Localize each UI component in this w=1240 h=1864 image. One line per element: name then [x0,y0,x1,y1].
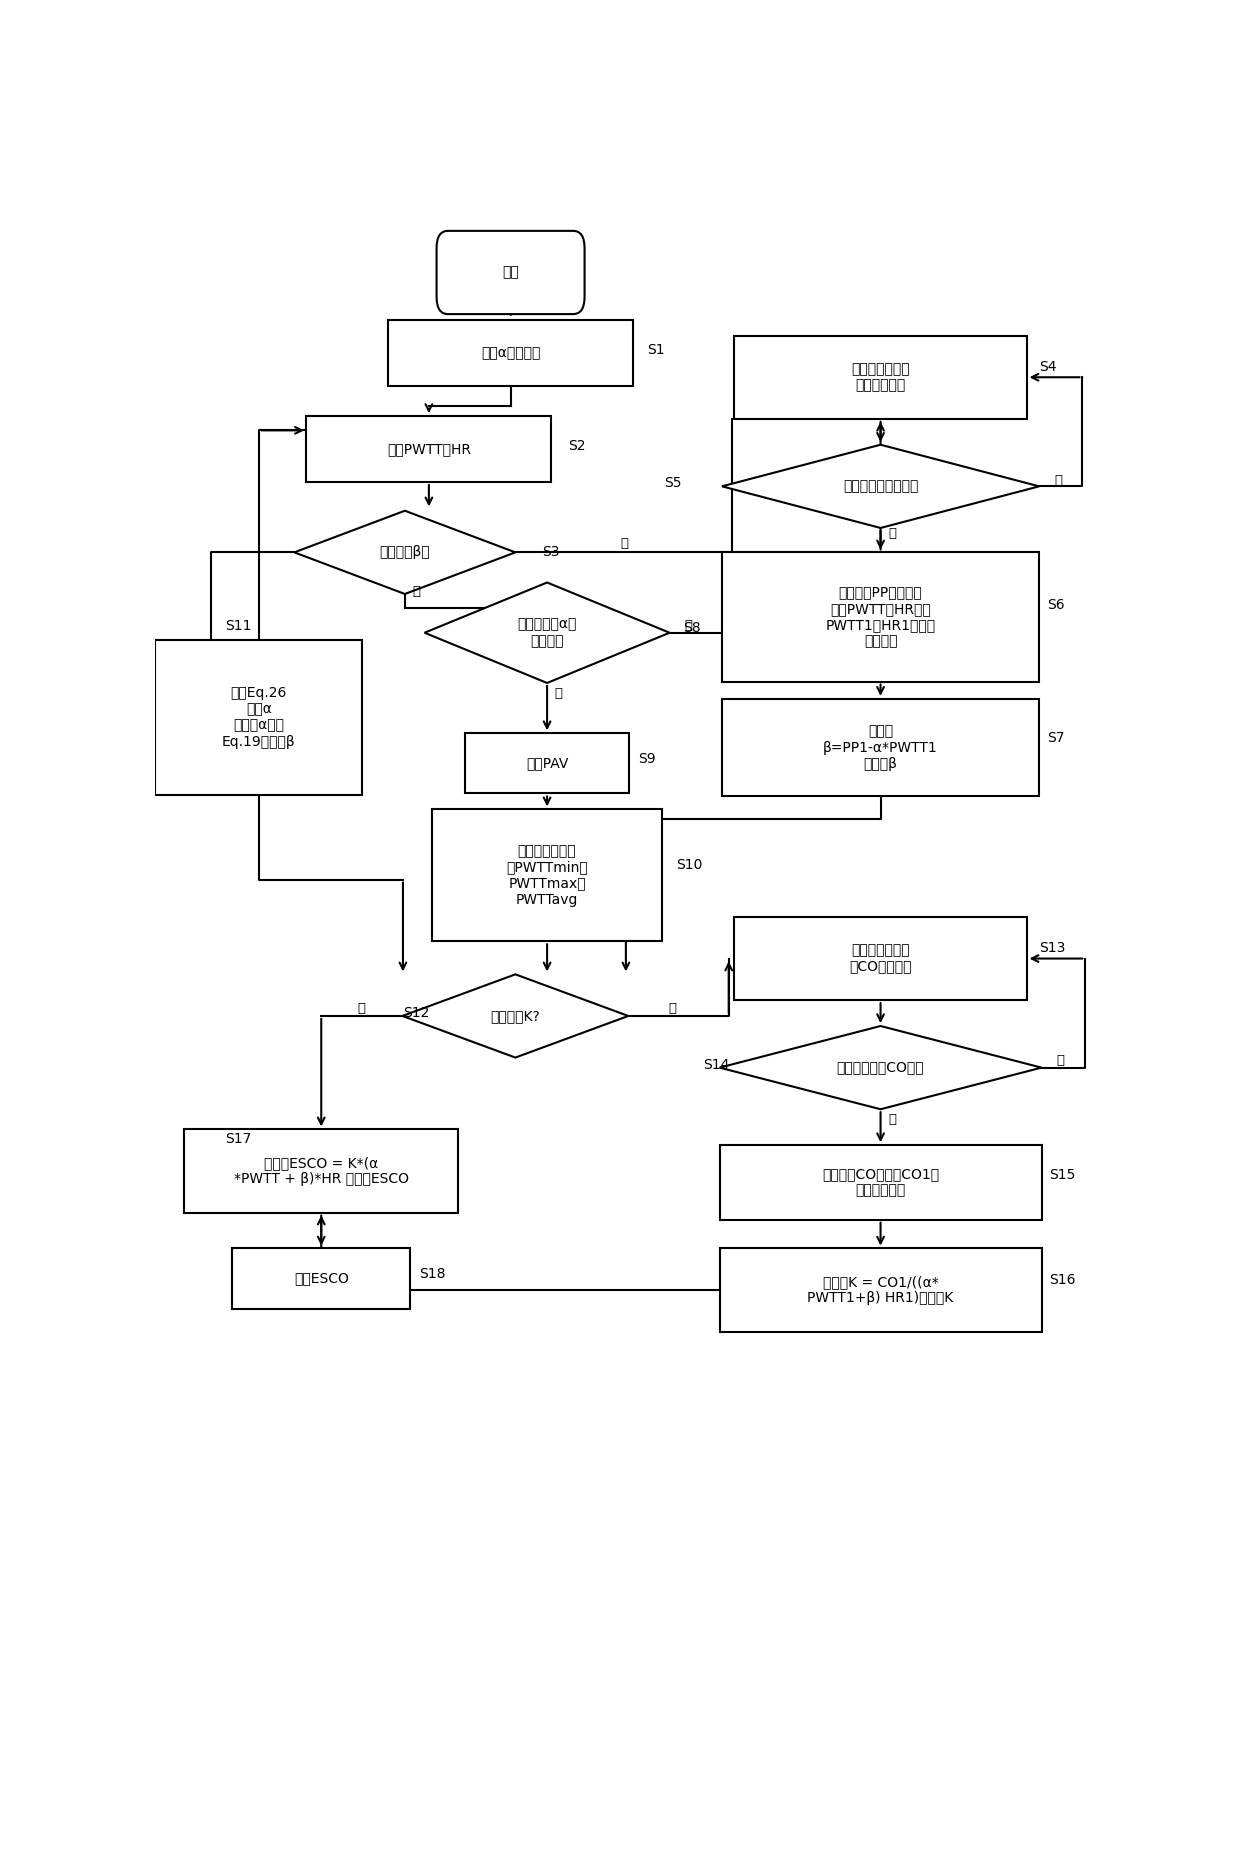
FancyBboxPatch shape [465,733,629,794]
Text: 是否已进行α的
再校准？: 是否已进行α的 再校准？ [517,617,577,649]
FancyBboxPatch shape [722,552,1039,682]
Text: 是否测量校准血压？: 是否测量校准血压？ [843,479,919,494]
Text: S13: S13 [1039,941,1065,956]
FancyBboxPatch shape [719,1249,1042,1331]
Text: S18: S18 [419,1268,445,1281]
Text: 否: 否 [620,537,627,550]
Text: S17: S17 [226,1133,252,1146]
FancyBboxPatch shape [388,321,634,386]
Text: 获取PWTT和HR: 获取PWTT和HR [387,442,471,457]
Text: S2: S2 [568,440,585,453]
Text: S15: S15 [1049,1169,1075,1182]
Text: S16: S16 [1049,1273,1075,1286]
Text: S9: S9 [639,751,656,766]
Text: 是: 是 [888,528,897,541]
Text: S3: S3 [542,546,559,559]
Text: 是否包括β？: 是否包括β？ [379,546,430,559]
Text: 计算PAV: 计算PAV [526,757,568,770]
Text: 将测量的PP值以及获
取的PWTT和HR作为
PWTT1和HR1储存在
寄存器中: 将测量的PP值以及获 取的PWTT和HR作为 PWTT1和HR1储存在 寄存器中 [826,585,936,649]
Text: S8: S8 [683,621,701,636]
FancyBboxPatch shape [185,1130,459,1213]
Text: 否: 否 [1054,473,1063,487]
Text: S12: S12 [403,1007,429,1020]
Text: S7: S7 [1047,731,1064,744]
Polygon shape [424,582,670,682]
FancyBboxPatch shape [734,336,1027,419]
Text: S4: S4 [1039,360,1056,375]
Text: 由方程K = CO1/((α*
PWTT1+β) HR1)来计算K: 由方程K = CO1/((α* PWTT1+β) HR1)来计算K [807,1275,954,1305]
Text: S11: S11 [226,619,252,632]
Text: 由方程ESCO = K*(α
*PWTT + β)*HR 来计算ESCO: 由方程ESCO = K*(α *PWTT + β)*HR 来计算ESCO [234,1156,409,1186]
Text: 计算呼吸周期内
的PWTTmin、
PWTTmax和
PWTTavg: 计算呼吸周期内 的PWTTmin、 PWTTmax和 PWTTavg [506,844,588,906]
Text: 显示用于测量校
准血压的请求: 显示用于测量校 准血压的请求 [851,362,910,391]
Text: 否: 否 [1056,1053,1064,1066]
Text: S10: S10 [676,857,702,872]
FancyBboxPatch shape [734,917,1027,1001]
Text: 是: 是 [554,686,563,699]
Text: S6: S6 [1047,598,1064,613]
FancyBboxPatch shape [306,416,552,483]
Text: S5: S5 [665,477,682,490]
Text: 由方程
β=PP1-α*PWTT1
来计算β: 由方程 β=PP1-α*PWTT1 来计算β [823,725,937,770]
Text: 否: 否 [684,619,692,632]
Text: 是: 是 [357,1003,366,1016]
Text: 开始: 开始 [502,265,520,280]
Text: 读取α的初始值: 读取α的初始值 [481,347,541,360]
Polygon shape [722,445,1039,528]
FancyBboxPatch shape [719,1144,1042,1219]
Text: 使用Eq.26
计算α
通过将α代入
Eq.19来计算β: 使用Eq.26 计算α 通过将α代入 Eq.19来计算β [222,686,295,749]
Text: 是否包括K?: 是否包括K? [491,1008,541,1023]
FancyBboxPatch shape [722,699,1039,796]
Text: 是: 是 [413,585,420,598]
Text: S1: S1 [647,343,665,358]
Text: 否: 否 [668,1003,676,1016]
FancyBboxPatch shape [232,1249,410,1309]
FancyBboxPatch shape [436,231,584,315]
Text: 是: 是 [888,1113,897,1126]
Text: 显示用于输入校
准CO值的请求: 显示用于输入校 准CO值的请求 [849,943,911,973]
Text: 显示ESCO: 显示ESCO [294,1271,348,1286]
Text: S14: S14 [703,1057,729,1072]
Text: 将输入的CO值作为CO1储
存在寄存器中: 将输入的CO值作为CO1储 存在寄存器中 [822,1167,939,1197]
Polygon shape [719,1025,1042,1109]
Polygon shape [294,511,516,595]
FancyBboxPatch shape [155,639,362,794]
Text: 是否输入校准CO值？: 是否输入校准CO值？ [837,1061,924,1076]
Polygon shape [403,975,629,1057]
FancyBboxPatch shape [432,809,662,941]
